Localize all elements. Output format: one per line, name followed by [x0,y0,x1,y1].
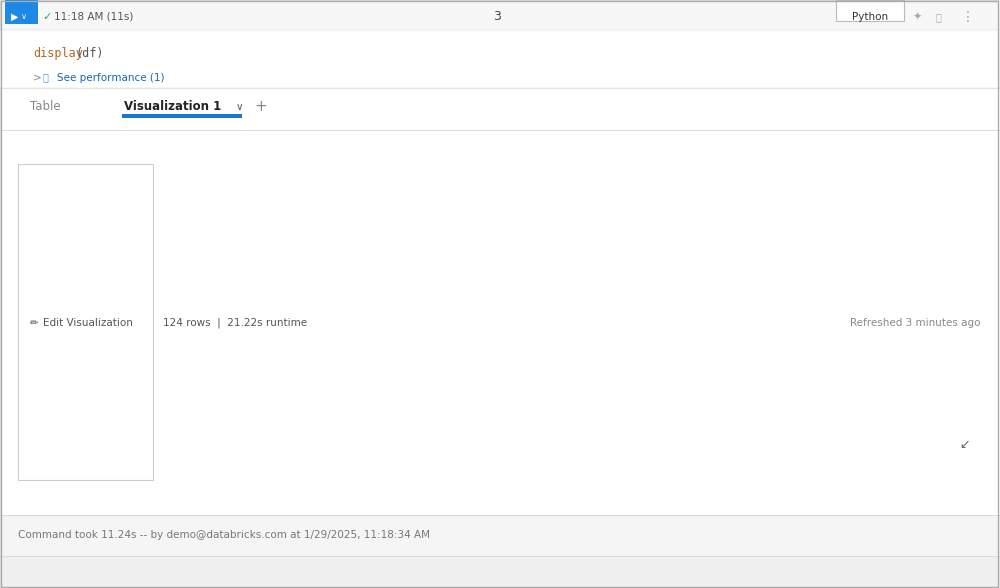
Text: >: > [33,72,42,82]
Text: 📊: 📊 [43,72,49,82]
Text: ↙: ↙ [959,438,970,451]
Text: Command took 11.24s -- by demo@databricks.com at 1/29/2025, 11:18:34 AM: Command took 11.24s -- by demo@databrick… [18,530,430,540]
Text: See performance (1): See performance (1) [57,72,164,82]
Text: Python: Python [852,12,888,22]
Text: Edit Visualization: Edit Visualization [43,318,133,328]
Text: ∨: ∨ [21,12,27,21]
Text: ✓: ✓ [42,12,51,22]
Text: 124 rows  |  21.22s runtime: 124 rows | 21.22s runtime [163,318,307,328]
Text: ⬜: ⬜ [936,12,942,22]
Text: ⋮: ⋮ [961,10,975,24]
Text: Refreshed 3 minutes ago: Refreshed 3 minutes ago [850,318,980,328]
Text: Visualization 1: Visualization 1 [124,101,221,113]
Text: ▶: ▶ [11,12,18,22]
Text: ∨: ∨ [236,102,244,112]
Text: ✏: ✏ [30,318,39,328]
Text: Table: Table [30,101,61,113]
Text: display: display [33,46,83,60]
Text: +: + [254,99,267,115]
Text: (df): (df) [76,46,104,60]
Y-axis label: SUM(population): SUM(population) [12,255,25,353]
X-axis label: year: year [499,496,526,509]
Text: 11:18 AM (11s): 11:18 AM (11s) [54,12,133,22]
Text: 3: 3 [493,11,501,24]
Text: ✦: ✦ [913,12,922,22]
